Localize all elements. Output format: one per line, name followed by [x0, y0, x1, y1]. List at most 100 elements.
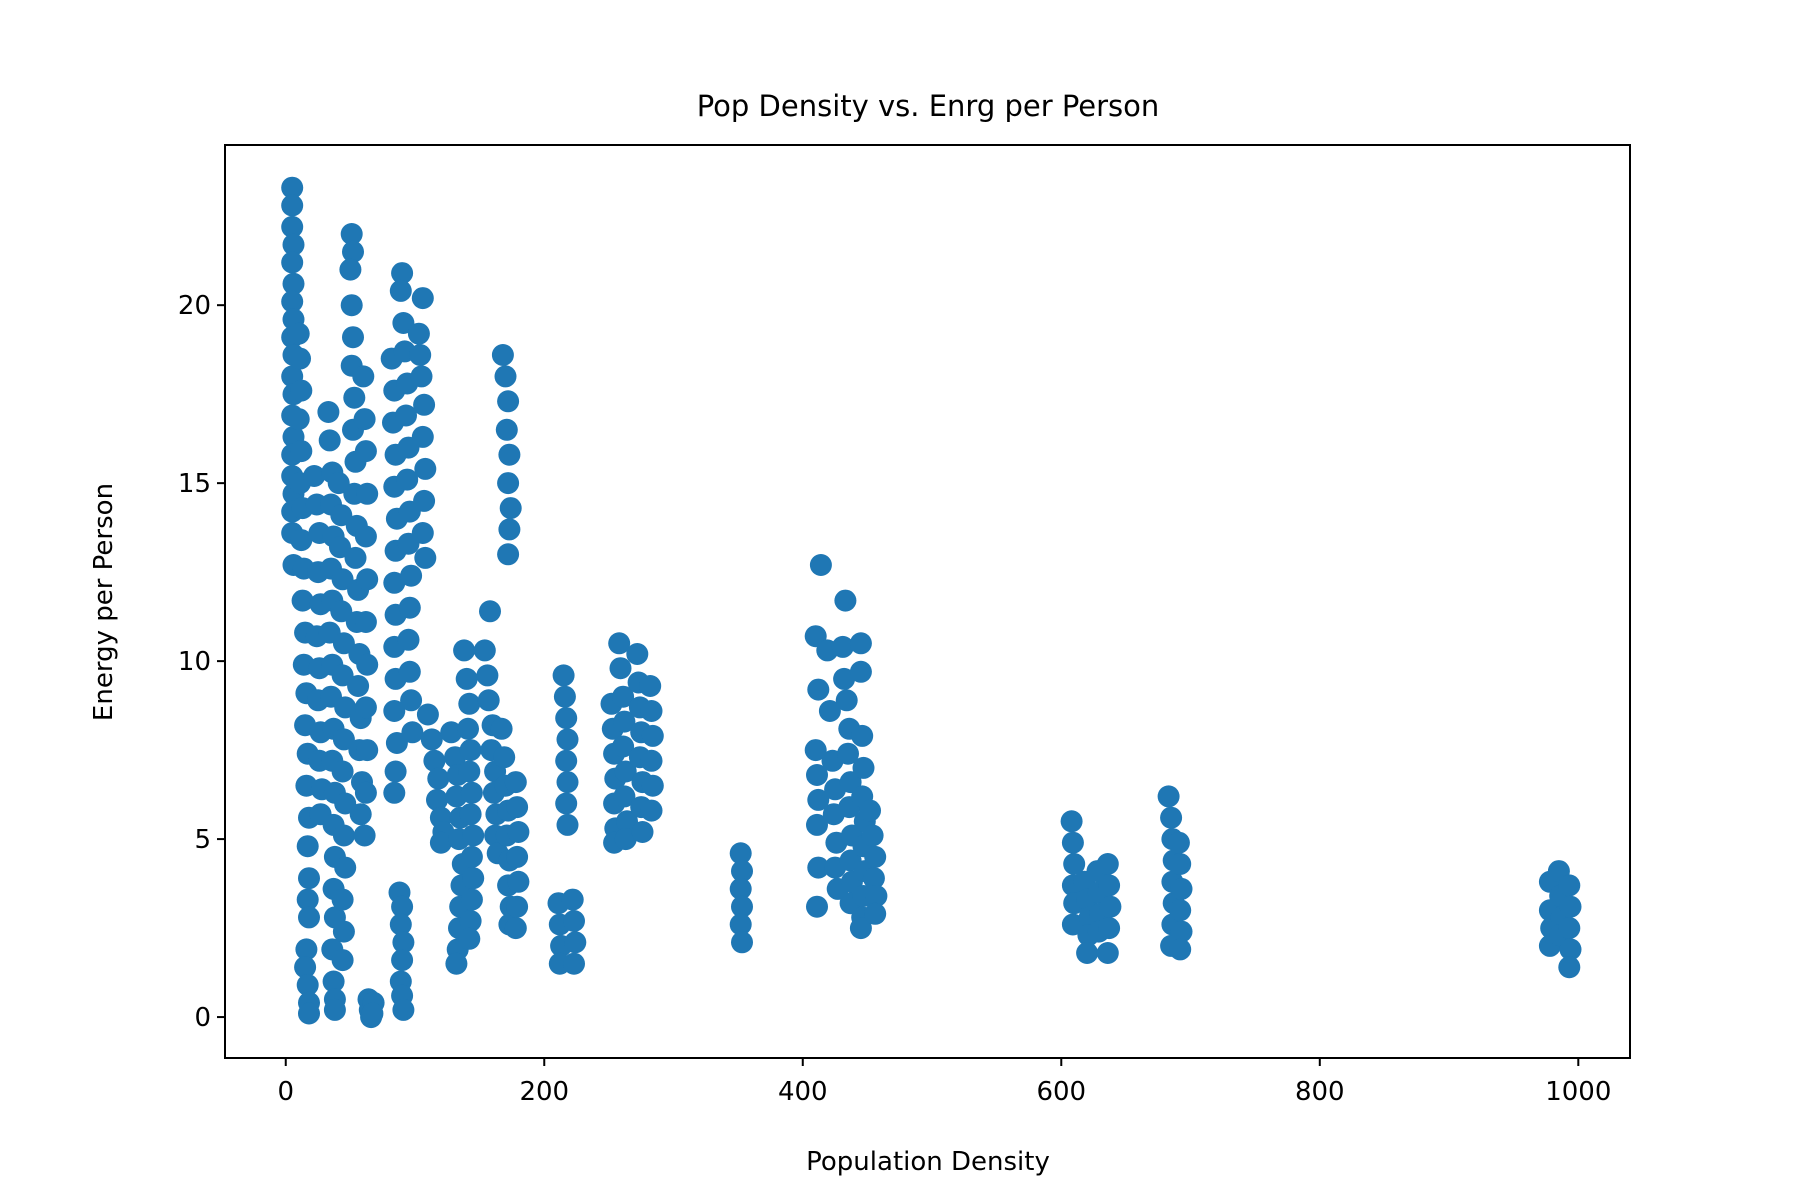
- data-point: [282, 272, 305, 295]
- data-point: [401, 721, 424, 744]
- data-point: [397, 628, 420, 651]
- data-point: [864, 845, 887, 868]
- data-point: [281, 194, 304, 217]
- data-point: [343, 386, 366, 409]
- data-point: [1061, 913, 1084, 936]
- data-point: [818, 700, 841, 722]
- data-point: [296, 835, 319, 858]
- data-point: [809, 554, 832, 576]
- data-point: [414, 546, 437, 569]
- data-point: [616, 810, 638, 833]
- data-point: [1558, 874, 1581, 897]
- data-point: [552, 664, 575, 687]
- data-point: [613, 710, 636, 733]
- data-point: [385, 732, 408, 754]
- data-point: [347, 675, 370, 697]
- data-point: [564, 931, 587, 954]
- data-point: [460, 845, 483, 868]
- data-point: [287, 322, 310, 345]
- data-point: [1061, 831, 1084, 854]
- chart-title: Pop Density vs. Enrg per Person: [697, 89, 1160, 123]
- data-point: [340, 223, 363, 245]
- data-point: [342, 240, 364, 263]
- y-tick-label: 5: [194, 825, 211, 855]
- data-point: [289, 347, 311, 370]
- data-point: [506, 895, 529, 918]
- data-point: [497, 543, 520, 566]
- data-point: [504, 771, 527, 794]
- data-point: [1558, 956, 1581, 979]
- data-point: [806, 813, 828, 836]
- data-point: [807, 856, 830, 879]
- data-point: [563, 952, 585, 975]
- data-point: [806, 764, 828, 786]
- data-point: [290, 529, 313, 552]
- data-point: [356, 739, 379, 762]
- x-tick-label: 0: [277, 1077, 294, 1107]
- data-point: [1099, 895, 1122, 918]
- data-point: [353, 824, 376, 847]
- data-point: [490, 717, 513, 740]
- data-point: [383, 781, 406, 804]
- data-point: [460, 888, 483, 911]
- data-point: [383, 700, 406, 722]
- data-point: [332, 920, 355, 943]
- data-point: [356, 568, 379, 591]
- data-point: [640, 749, 663, 772]
- data-point: [849, 660, 872, 683]
- data-point: [420, 728, 443, 751]
- data-point: [282, 233, 305, 256]
- data-point: [281, 176, 304, 199]
- data-point: [354, 696, 377, 719]
- data-point: [411, 287, 434, 310]
- data-point: [410, 365, 433, 388]
- data-point: [391, 262, 414, 285]
- y-axis-label: Energy per Person: [89, 483, 119, 721]
- data-point: [641, 774, 664, 797]
- data-point: [834, 589, 857, 612]
- data-point: [281, 290, 304, 313]
- y-tick-label: 0: [194, 1003, 211, 1033]
- x-tick-label: 400: [778, 1077, 828, 1107]
- data-point: [458, 692, 481, 715]
- data-point: [383, 571, 406, 594]
- data-point: [327, 472, 350, 495]
- data-point: [400, 689, 423, 712]
- data-point: [499, 497, 522, 520]
- data-point: [281, 251, 304, 274]
- data-point: [462, 824, 485, 847]
- data-point: [298, 906, 320, 929]
- data-point: [861, 824, 884, 847]
- data-point: [281, 215, 304, 238]
- data-point: [455, 667, 478, 690]
- data-point: [290, 379, 313, 402]
- data-point: [458, 760, 481, 783]
- data-point: [409, 344, 432, 366]
- data-point: [353, 408, 376, 431]
- data-point: [407, 322, 430, 345]
- data-point: [392, 931, 415, 954]
- data-point: [340, 294, 363, 317]
- data-point: [413, 393, 436, 416]
- data-point: [1096, 942, 1119, 964]
- data-point: [1558, 917, 1581, 940]
- data-point: [1170, 877, 1193, 900]
- data-point: [287, 408, 310, 431]
- data-point: [612, 735, 635, 758]
- data-point: [331, 760, 354, 783]
- data-point: [806, 895, 828, 918]
- data-point: [556, 728, 579, 751]
- data-point: [1559, 895, 1582, 918]
- data-point: [395, 404, 417, 427]
- data-point: [506, 845, 529, 868]
- data-point: [729, 842, 752, 865]
- data-point: [1169, 853, 1192, 875]
- y-tick-label: 20: [178, 291, 211, 321]
- data-point: [1060, 810, 1083, 833]
- data-point: [626, 643, 649, 665]
- data-point: [400, 564, 423, 587]
- data-point: [833, 667, 856, 690]
- data-point: [427, 767, 450, 790]
- data-point: [804, 739, 827, 762]
